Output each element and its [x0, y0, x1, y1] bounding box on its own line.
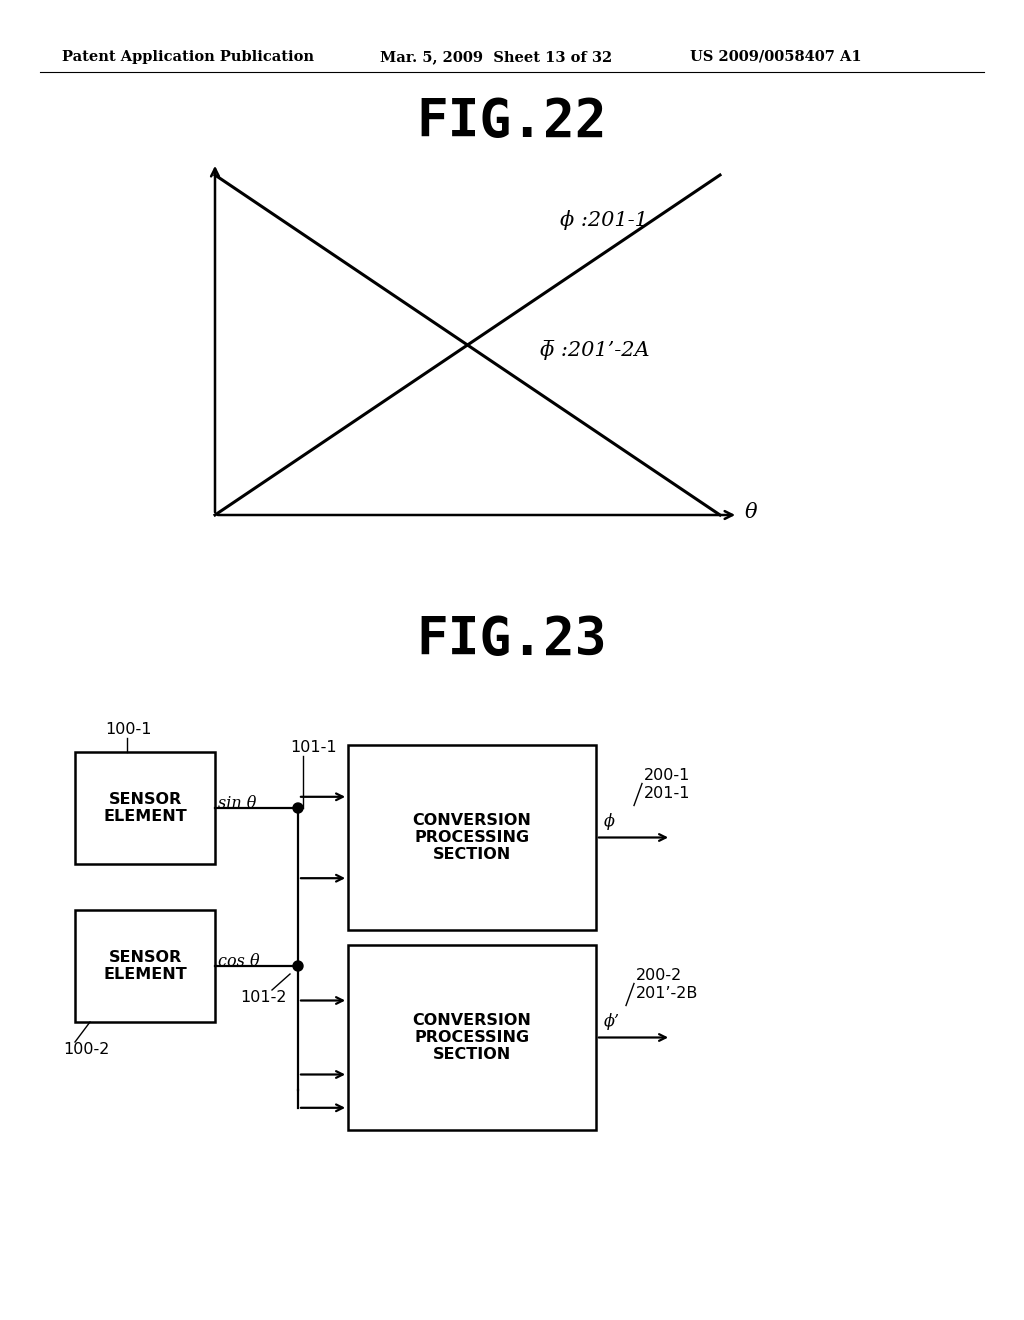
Circle shape — [293, 961, 303, 972]
Text: 100-2: 100-2 — [63, 1043, 110, 1057]
Text: FIG.23: FIG.23 — [417, 614, 607, 667]
Text: CONVERSION
PROCESSING
SECTION: CONVERSION PROCESSING SECTION — [413, 1012, 531, 1063]
Text: cos θ: cos θ — [218, 953, 260, 969]
Text: 201’-2B: 201’-2B — [636, 986, 698, 1001]
Circle shape — [293, 803, 303, 813]
Text: SENSOR
ELEMENT: SENSOR ELEMENT — [103, 950, 186, 982]
Bar — [348, 945, 596, 1130]
Text: US 2009/0058407 A1: US 2009/0058407 A1 — [690, 50, 861, 63]
Bar — [348, 744, 596, 931]
Text: 200-1: 200-1 — [644, 768, 690, 783]
Text: 200-2: 200-2 — [636, 968, 682, 983]
Text: ϕ: ϕ — [604, 813, 614, 830]
Text: 100-1: 100-1 — [105, 722, 152, 738]
Bar — [75, 752, 215, 865]
Text: ϕ̅ :201’-2A: ϕ̅ :201’-2A — [540, 341, 649, 360]
Text: 101-1: 101-1 — [290, 741, 337, 755]
Text: CONVERSION
PROCESSING
SECTION: CONVERSION PROCESSING SECTION — [413, 813, 531, 862]
Text: θ: θ — [745, 503, 758, 523]
Text: Mar. 5, 2009  Sheet 13 of 32: Mar. 5, 2009 Sheet 13 of 32 — [380, 50, 612, 63]
Bar — [75, 909, 215, 1022]
Text: FIG.22: FIG.22 — [417, 96, 607, 148]
Text: ϕ :201-1: ϕ :201-1 — [560, 210, 648, 230]
Text: sin θ: sin θ — [218, 795, 256, 812]
Text: ϕ’: ϕ’ — [604, 1012, 620, 1030]
Text: SENSOR
ELEMENT: SENSOR ELEMENT — [103, 792, 186, 824]
Text: 201-1: 201-1 — [644, 785, 690, 801]
Text: Patent Application Publication: Patent Application Publication — [62, 50, 314, 63]
Text: 101-2: 101-2 — [240, 990, 287, 1006]
